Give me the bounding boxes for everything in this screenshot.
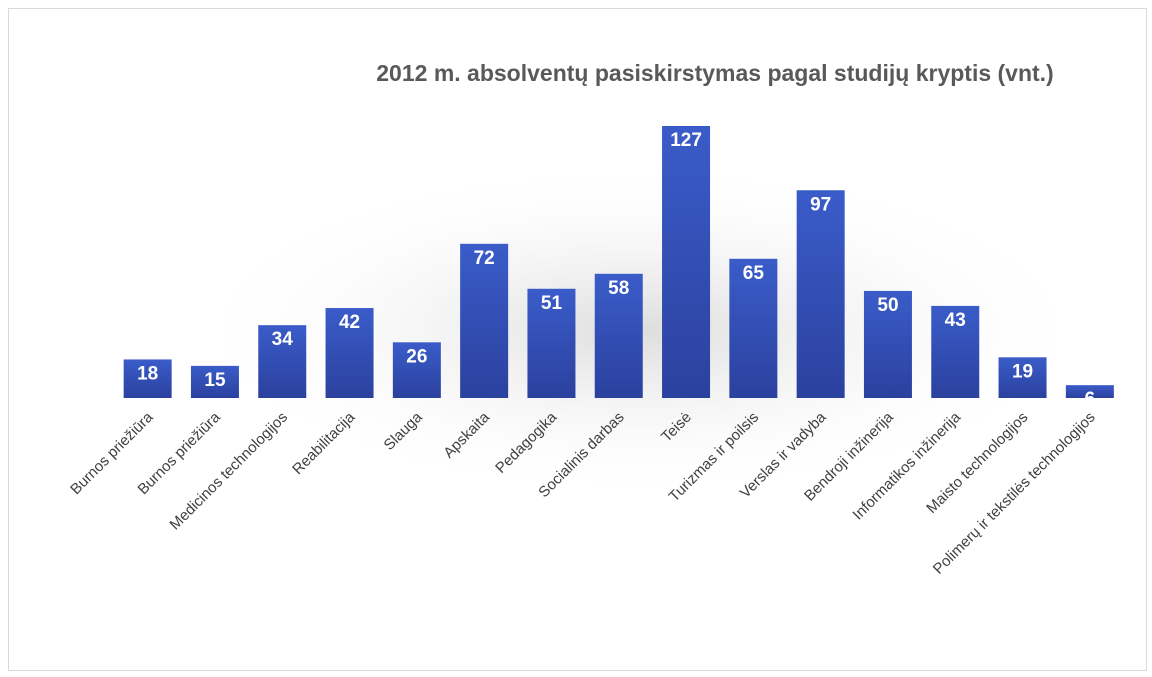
data-label: 26 [406,346,427,367]
data-label: 65 [743,263,765,284]
bar [325,308,374,398]
data-label: 15 [204,370,226,391]
data-label: 50 [877,295,898,316]
data-label: 43 [945,310,966,331]
bar [123,359,172,398]
bar [729,258,778,398]
bar [392,342,441,398]
bar [190,365,239,398]
bar [527,288,576,398]
data-label: 97 [810,194,831,215]
bar [998,357,1047,398]
data-label: 18 [137,363,158,384]
data-label: 19 [1012,361,1033,382]
data-label: 127 [670,130,702,151]
bar [594,273,643,398]
data-label: 42 [339,312,360,333]
bar [863,290,912,398]
bar [460,243,509,398]
data-label: 34 [272,329,294,350]
data-label: 58 [608,278,629,299]
bar [662,126,711,398]
data-label: 72 [474,248,495,269]
data-label: 51 [541,293,563,314]
data-label: 6 [1085,389,1096,410]
chart-title: 2012 m. absolventų pasiskirstymas pagal … [376,60,1053,86]
bar [258,325,307,398]
bar [1065,385,1114,398]
bar [931,305,980,398]
bar [796,190,845,398]
